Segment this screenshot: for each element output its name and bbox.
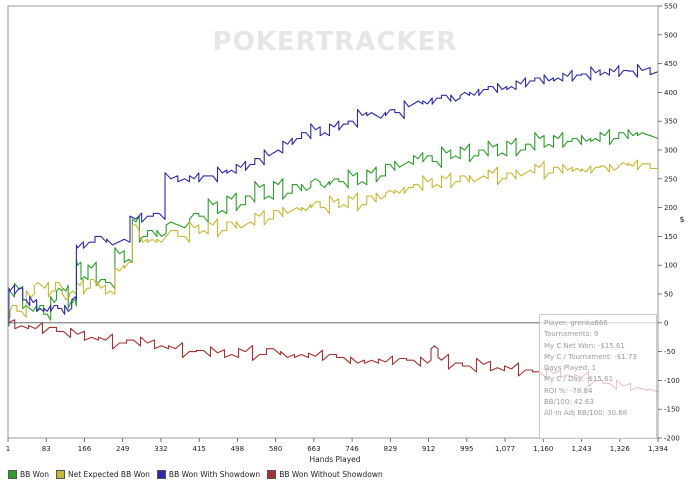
x-tick-label: 829 bbox=[384, 445, 397, 453]
y-tick-label: -100 bbox=[664, 377, 680, 385]
legend-item-net-expected[interactable]: Net Expected BB Won bbox=[56, 466, 150, 482]
stat-allin-adj: All-In Adj BB/100: 30.68 bbox=[544, 409, 628, 418]
y-tick-label: -200 bbox=[664, 435, 680, 443]
x-tick-label: 332 bbox=[154, 445, 167, 453]
legend-item-bb-won[interactable]: BB Won bbox=[8, 466, 49, 482]
stat-per-tournament: My C / Tournament: -$1.73 bbox=[544, 352, 637, 361]
x-tick-label: 912 bbox=[422, 445, 435, 453]
y-tick-label: 200 bbox=[664, 204, 677, 212]
x-tick-label: 1 bbox=[6, 445, 10, 453]
legend-swatch-blue bbox=[156, 469, 166, 479]
y-axis-label: $ bbox=[679, 215, 684, 224]
x-tick-label: 1,394 bbox=[648, 445, 669, 453]
legend-label: Net Expected BB Won bbox=[68, 469, 150, 479]
y-tick-label: 150 bbox=[664, 233, 677, 241]
x-tick-label: 83 bbox=[42, 445, 51, 453]
watermark-text: POKERTRACKER bbox=[213, 27, 458, 57]
y-tick-label: 400 bbox=[664, 89, 677, 97]
y-tick-label: -150 bbox=[664, 406, 680, 414]
y-tick-label: 350 bbox=[664, 118, 677, 126]
stat-net-won: My C Net Won: -$15.61 bbox=[544, 341, 625, 350]
stat-days-played: Days Played: 1 bbox=[544, 364, 597, 373]
y-tick-label: 0 bbox=[664, 319, 668, 327]
y-tick-label: 550 bbox=[664, 3, 677, 11]
series-line-bb-won-with-showdown bbox=[7, 63, 659, 327]
plot-frame bbox=[7, 5, 659, 439]
stat-player: Player: grenka666 bbox=[544, 319, 608, 327]
x-tick-label: 1,160 bbox=[533, 445, 553, 453]
x-tick-label: 1,243 bbox=[572, 445, 592, 453]
x-tick-label: 746 bbox=[345, 445, 359, 453]
stats-panel: Player: grenka666 Tournaments: 9 My C Ne… bbox=[539, 314, 657, 439]
x-tick-label: 415 bbox=[192, 445, 205, 453]
legend-item-showdown[interactable]: BB Won With Showdown bbox=[156, 466, 261, 482]
stat-per-day: My C / Day: -$15.61 bbox=[544, 375, 614, 384]
stat-tournaments: Tournaments: 9 bbox=[544, 330, 599, 339]
series-line-bb-won bbox=[8, 129, 659, 324]
legend-label: BB Won With Showdown bbox=[168, 469, 261, 479]
x-tick-label: 1,077 bbox=[495, 445, 515, 453]
legend: BB Won Net Expected BB Won BB Won With S… bbox=[8, 466, 390, 482]
y-tick-label: 50 bbox=[664, 291, 673, 299]
legend-item-without-showdown[interactable]: BB Won Without Showdown bbox=[267, 466, 383, 482]
legend-swatch-red bbox=[267, 469, 277, 479]
y-tick-label: 500 bbox=[664, 31, 677, 39]
y-tick-label: 250 bbox=[664, 175, 677, 183]
x-axis-label: Hands Played bbox=[309, 455, 360, 464]
y-tick-label: -50 bbox=[664, 348, 675, 356]
x-tick-label: 580 bbox=[269, 445, 282, 453]
x-tick-label: 1,326 bbox=[610, 445, 631, 453]
y-tick-label: 100 bbox=[664, 262, 677, 270]
legend-swatch-green bbox=[8, 469, 17, 479]
legend-label: BB Won bbox=[20, 469, 49, 479]
x-tick-label: 995 bbox=[460, 445, 473, 453]
x-tick-label: 663 bbox=[307, 445, 320, 453]
stat-bb-100: BB/100: 42.63 bbox=[544, 398, 594, 407]
x-tick-label: 166 bbox=[78, 445, 92, 453]
x-tick-label: 498 bbox=[231, 445, 244, 453]
y-tick-label: 450 bbox=[664, 60, 677, 68]
legend-swatch-yellow bbox=[56, 469, 65, 479]
series-line-net-expected-bb-won bbox=[7, 159, 658, 323]
stat-roi: ROI %: -78.84 bbox=[544, 386, 593, 395]
legend-label: BB Won Without Showdown bbox=[279, 469, 383, 479]
y-tick-label: 300 bbox=[664, 147, 677, 155]
x-tick-label: 249 bbox=[116, 445, 129, 453]
